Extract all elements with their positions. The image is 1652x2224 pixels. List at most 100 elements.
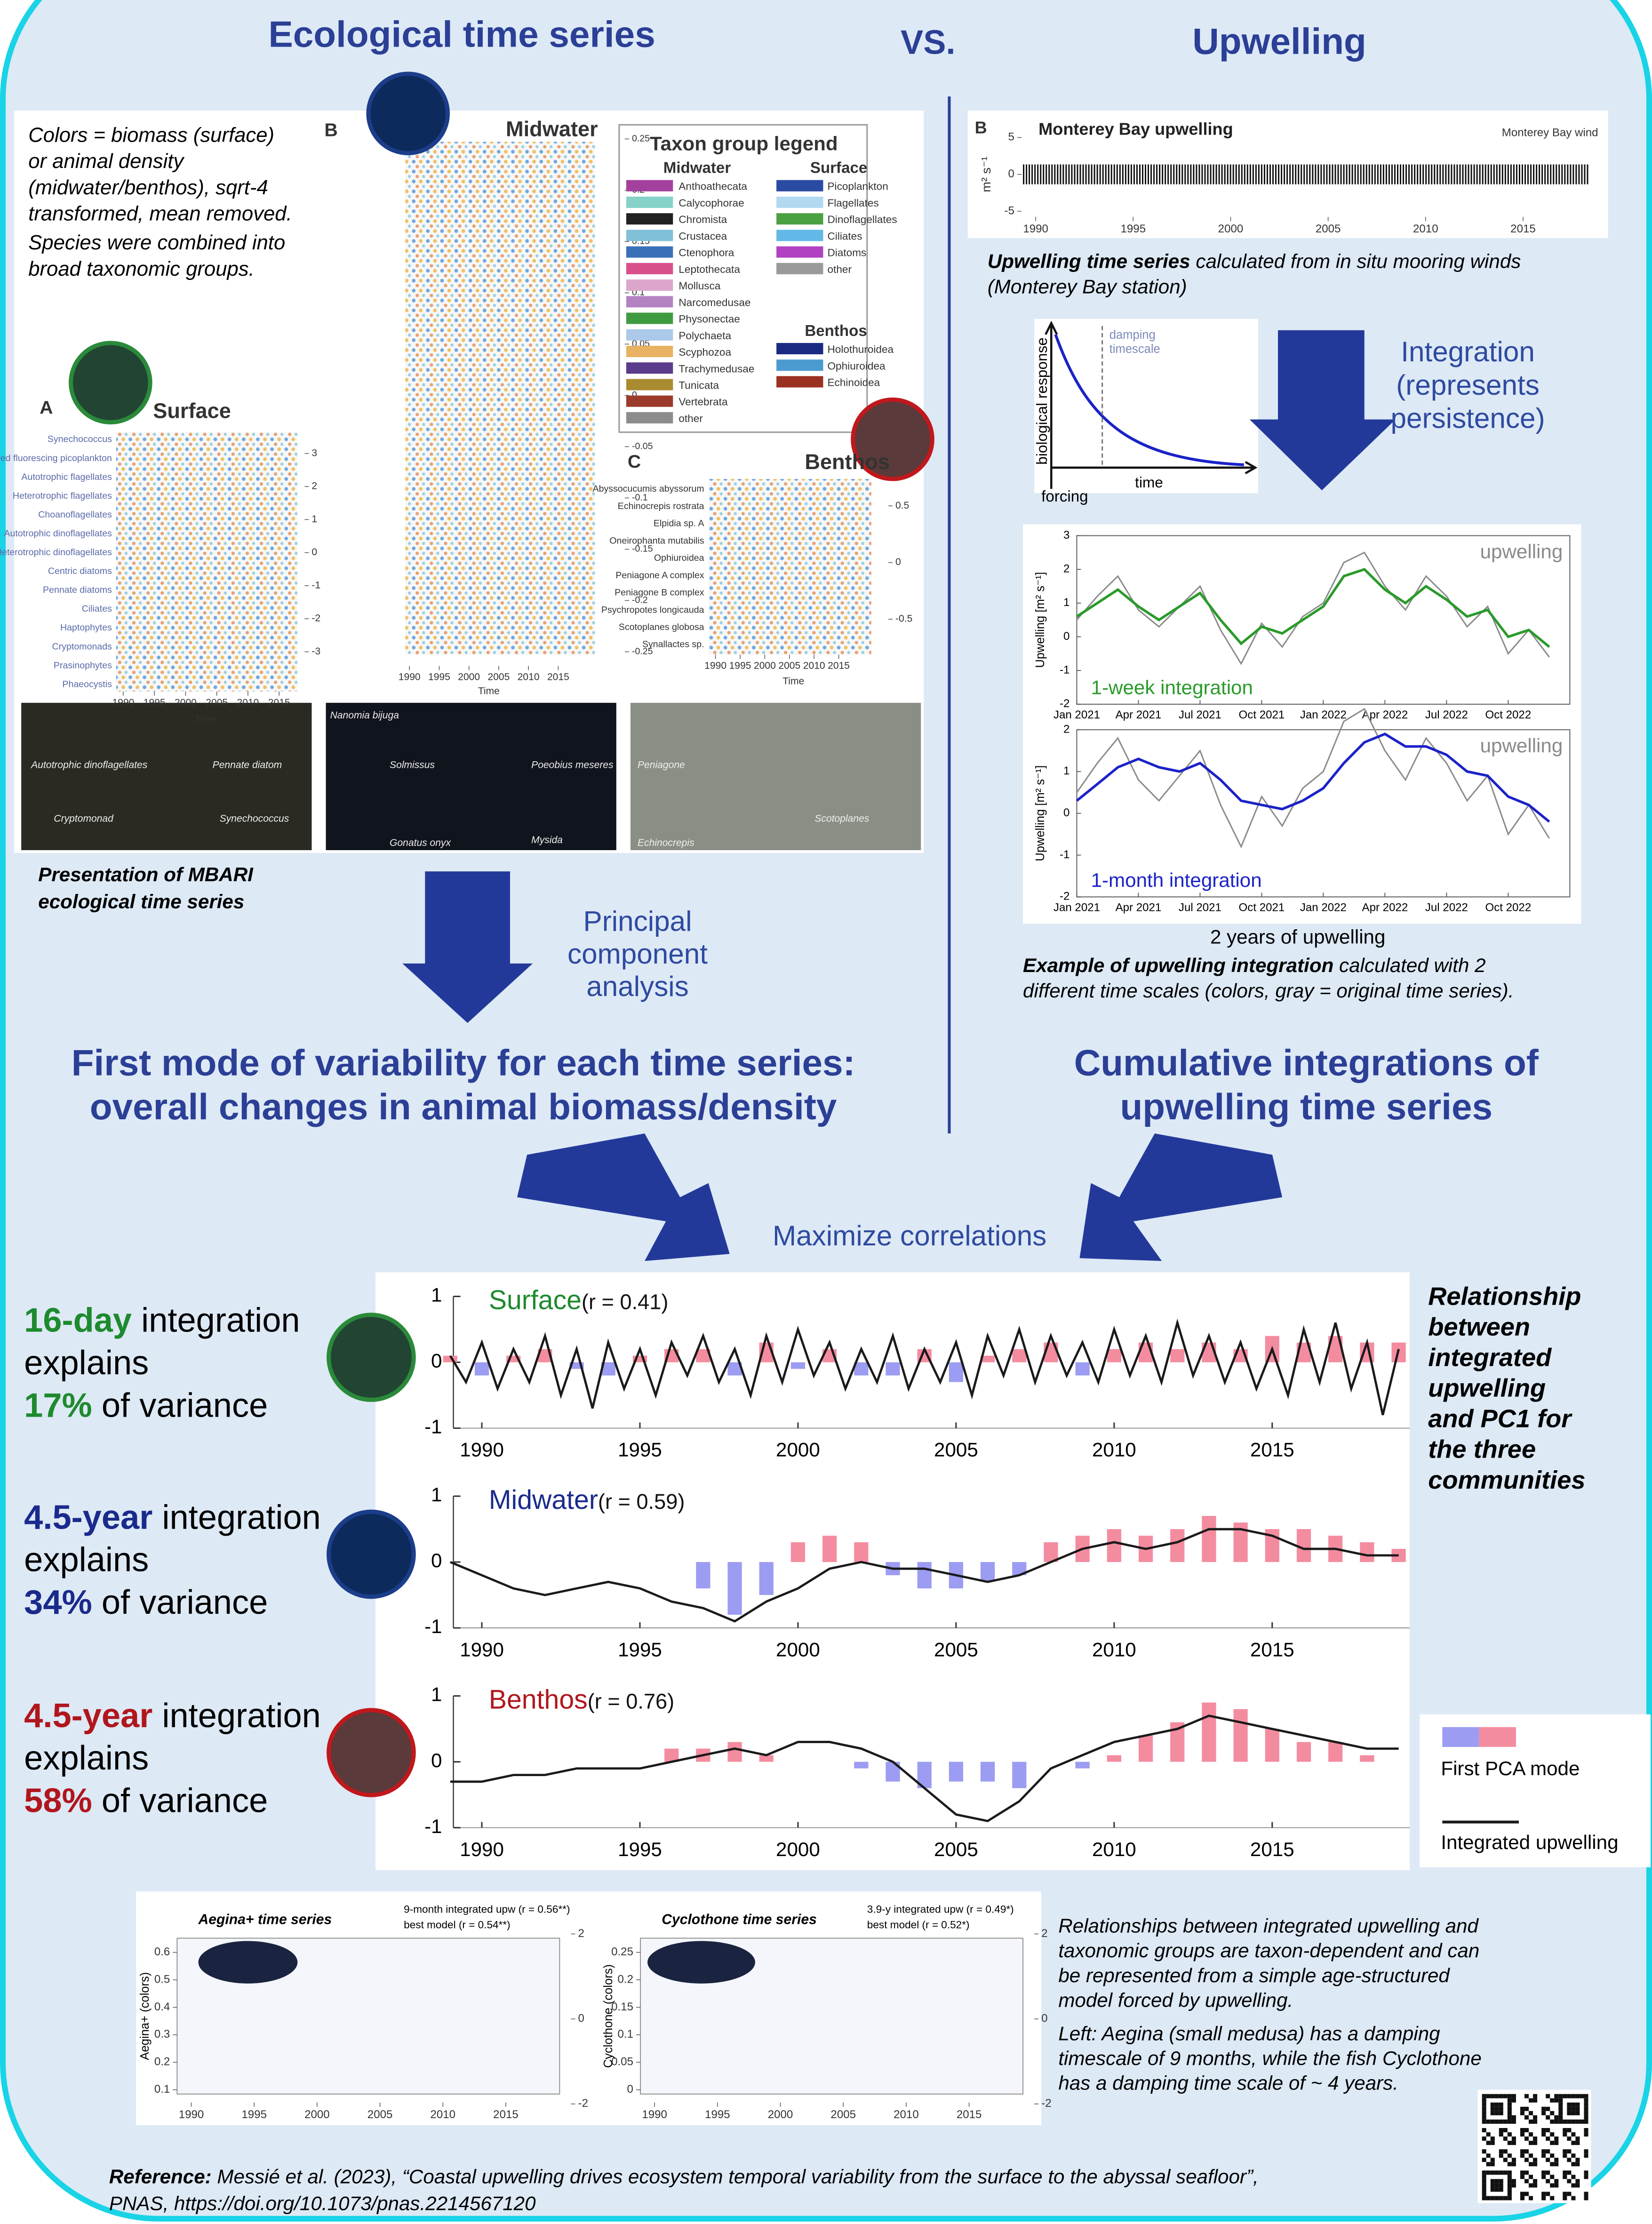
explanation: 4.5-year integration (24, 1499, 321, 1536)
tick-label: 0 (895, 557, 901, 567)
qr-module (1567, 2192, 1571, 2196)
bottom-text: timescale of 9 months, while the fish Cy… (1058, 2047, 1481, 2069)
qr-module (1482, 2149, 1486, 2153)
chart-label: Benthos(r = 0.76) (489, 1685, 674, 1715)
tick-label: 0.2 (617, 1973, 633, 1985)
legend-label: Tunicata (678, 380, 719, 391)
tick-label: 0.6 (154, 1945, 170, 1958)
qr-module (1503, 2120, 1508, 2124)
qr-module (1508, 2132, 1512, 2136)
y-axis-label: Upwelling [m² s⁻¹] (1034, 765, 1047, 861)
conclusion: upwelling time series (1120, 1086, 1492, 1127)
species-label: Red fluorescing picoplankton (0, 453, 112, 463)
legend-label: Physonectae (678, 313, 740, 325)
y-tick-label: -1 (1060, 663, 1069, 676)
photo (326, 703, 616, 850)
qr-module (1512, 2136, 1516, 2141)
qr-module (1546, 2136, 1550, 2141)
legend-swatch (626, 263, 673, 274)
species-label: Choanoflagellates (38, 510, 112, 520)
qr-module (1486, 2162, 1491, 2166)
tick-label: 1995 (1121, 223, 1146, 235)
species-label: Haptophytes (60, 622, 112, 633)
qr-module (1584, 2098, 1588, 2103)
qr-module (1558, 2103, 1563, 2107)
series-label: 1-month integration (1091, 869, 1262, 891)
legend-swatch (1442, 1727, 1479, 1747)
qr-module (1550, 2120, 1554, 2124)
qr-module (1533, 2183, 1537, 2187)
qr-module (1491, 2136, 1495, 2141)
qr-module (1563, 2120, 1567, 2124)
legend-label: Holothuroidea (828, 343, 894, 355)
tick-label: 0 (578, 2012, 584, 2025)
qr-module (1575, 2107, 1580, 2111)
tick-label: 2000 (754, 661, 776, 671)
series-label: upwelling (1480, 541, 1563, 563)
qr-module (1563, 2132, 1567, 2136)
x-tick-label: 1990 (460, 1838, 504, 1860)
y-tick-label: -1 (424, 1615, 442, 1637)
qr-module (1491, 2111, 1495, 2115)
qr-module (1508, 2094, 1512, 2098)
tick-label: 2000 (768, 2108, 793, 2121)
x-tick-label: Oct 2021 (1239, 901, 1285, 914)
caption: ecological time series (38, 890, 244, 912)
pca-bar (791, 1542, 805, 1562)
panel-letter: C (628, 452, 641, 472)
chart-panel (1023, 524, 1581, 924)
qr-module (1571, 2111, 1575, 2115)
caption: (Monterey Bay station) (988, 276, 1187, 298)
legend-swatch (626, 180, 673, 191)
qr-module (1563, 2094, 1567, 2098)
chart-label-part: Midwater (489, 1485, 598, 1515)
qr-module (1584, 2115, 1588, 2120)
legend-swatch (626, 396, 673, 407)
x-tick-label: 1990 (460, 1439, 504, 1461)
explanation-part: 17% (24, 1387, 92, 1424)
pca-bar (854, 1762, 868, 1769)
qr-module (1533, 2115, 1537, 2120)
x-tick-label: 2010 (1092, 1439, 1136, 1461)
chart-label: Midwater(r = 0.59) (489, 1485, 685, 1515)
qr-module (1520, 2128, 1524, 2132)
qr-module (1491, 2107, 1495, 2111)
qr-module (1524, 2179, 1529, 2183)
qr-module (1495, 2196, 1499, 2200)
qr-module (1554, 2115, 1558, 2120)
qr-module (1499, 2107, 1503, 2111)
legend-label: Calycophorae (678, 197, 744, 209)
qr-module (1482, 2170, 1486, 2175)
x-tick-label: 2000 (776, 1439, 820, 1461)
qr-module (1541, 2175, 1546, 2179)
qr-module (1541, 2192, 1546, 2196)
tick-label: 2010 (803, 661, 825, 671)
qr-module (1571, 2162, 1575, 2166)
qr-module (1571, 2103, 1575, 2107)
qr-module (1499, 2132, 1503, 2136)
qr-module (1512, 2158, 1516, 2162)
qr-module (1584, 2094, 1588, 2098)
legend-swatch (776, 213, 823, 224)
explanation: 16-day integration (24, 1302, 300, 1339)
x-tick-label: 2010 (1092, 1638, 1136, 1660)
qr-module (1529, 2196, 1533, 2200)
qr-module (1575, 2094, 1580, 2098)
species-label: Autotrophic dinoflagellates (4, 528, 112, 539)
caption: Example of upwelling integration calcula… (1023, 954, 1486, 976)
qr-module (1546, 2094, 1550, 2098)
legend-label: best model (r = 0.54**) (404, 1919, 511, 1930)
header-title: Ecological time series (269, 14, 655, 55)
legend-label: Integrated upwelling (1441, 1831, 1618, 1853)
qr-module (1486, 2141, 1491, 2145)
pca-bar (1139, 1736, 1153, 1762)
legend-label: other (678, 413, 703, 424)
qr-module (1546, 2115, 1550, 2120)
qr-module (1567, 2158, 1571, 2162)
qr-module (1508, 2179, 1512, 2183)
x-tick-label: Jul 2021 (1179, 709, 1221, 721)
qr-module (1541, 2132, 1546, 2136)
photo-label: Cryptomonad (54, 813, 114, 824)
header-title: Upwelling (1192, 21, 1366, 62)
explanation-part: of variance (92, 1782, 268, 1820)
